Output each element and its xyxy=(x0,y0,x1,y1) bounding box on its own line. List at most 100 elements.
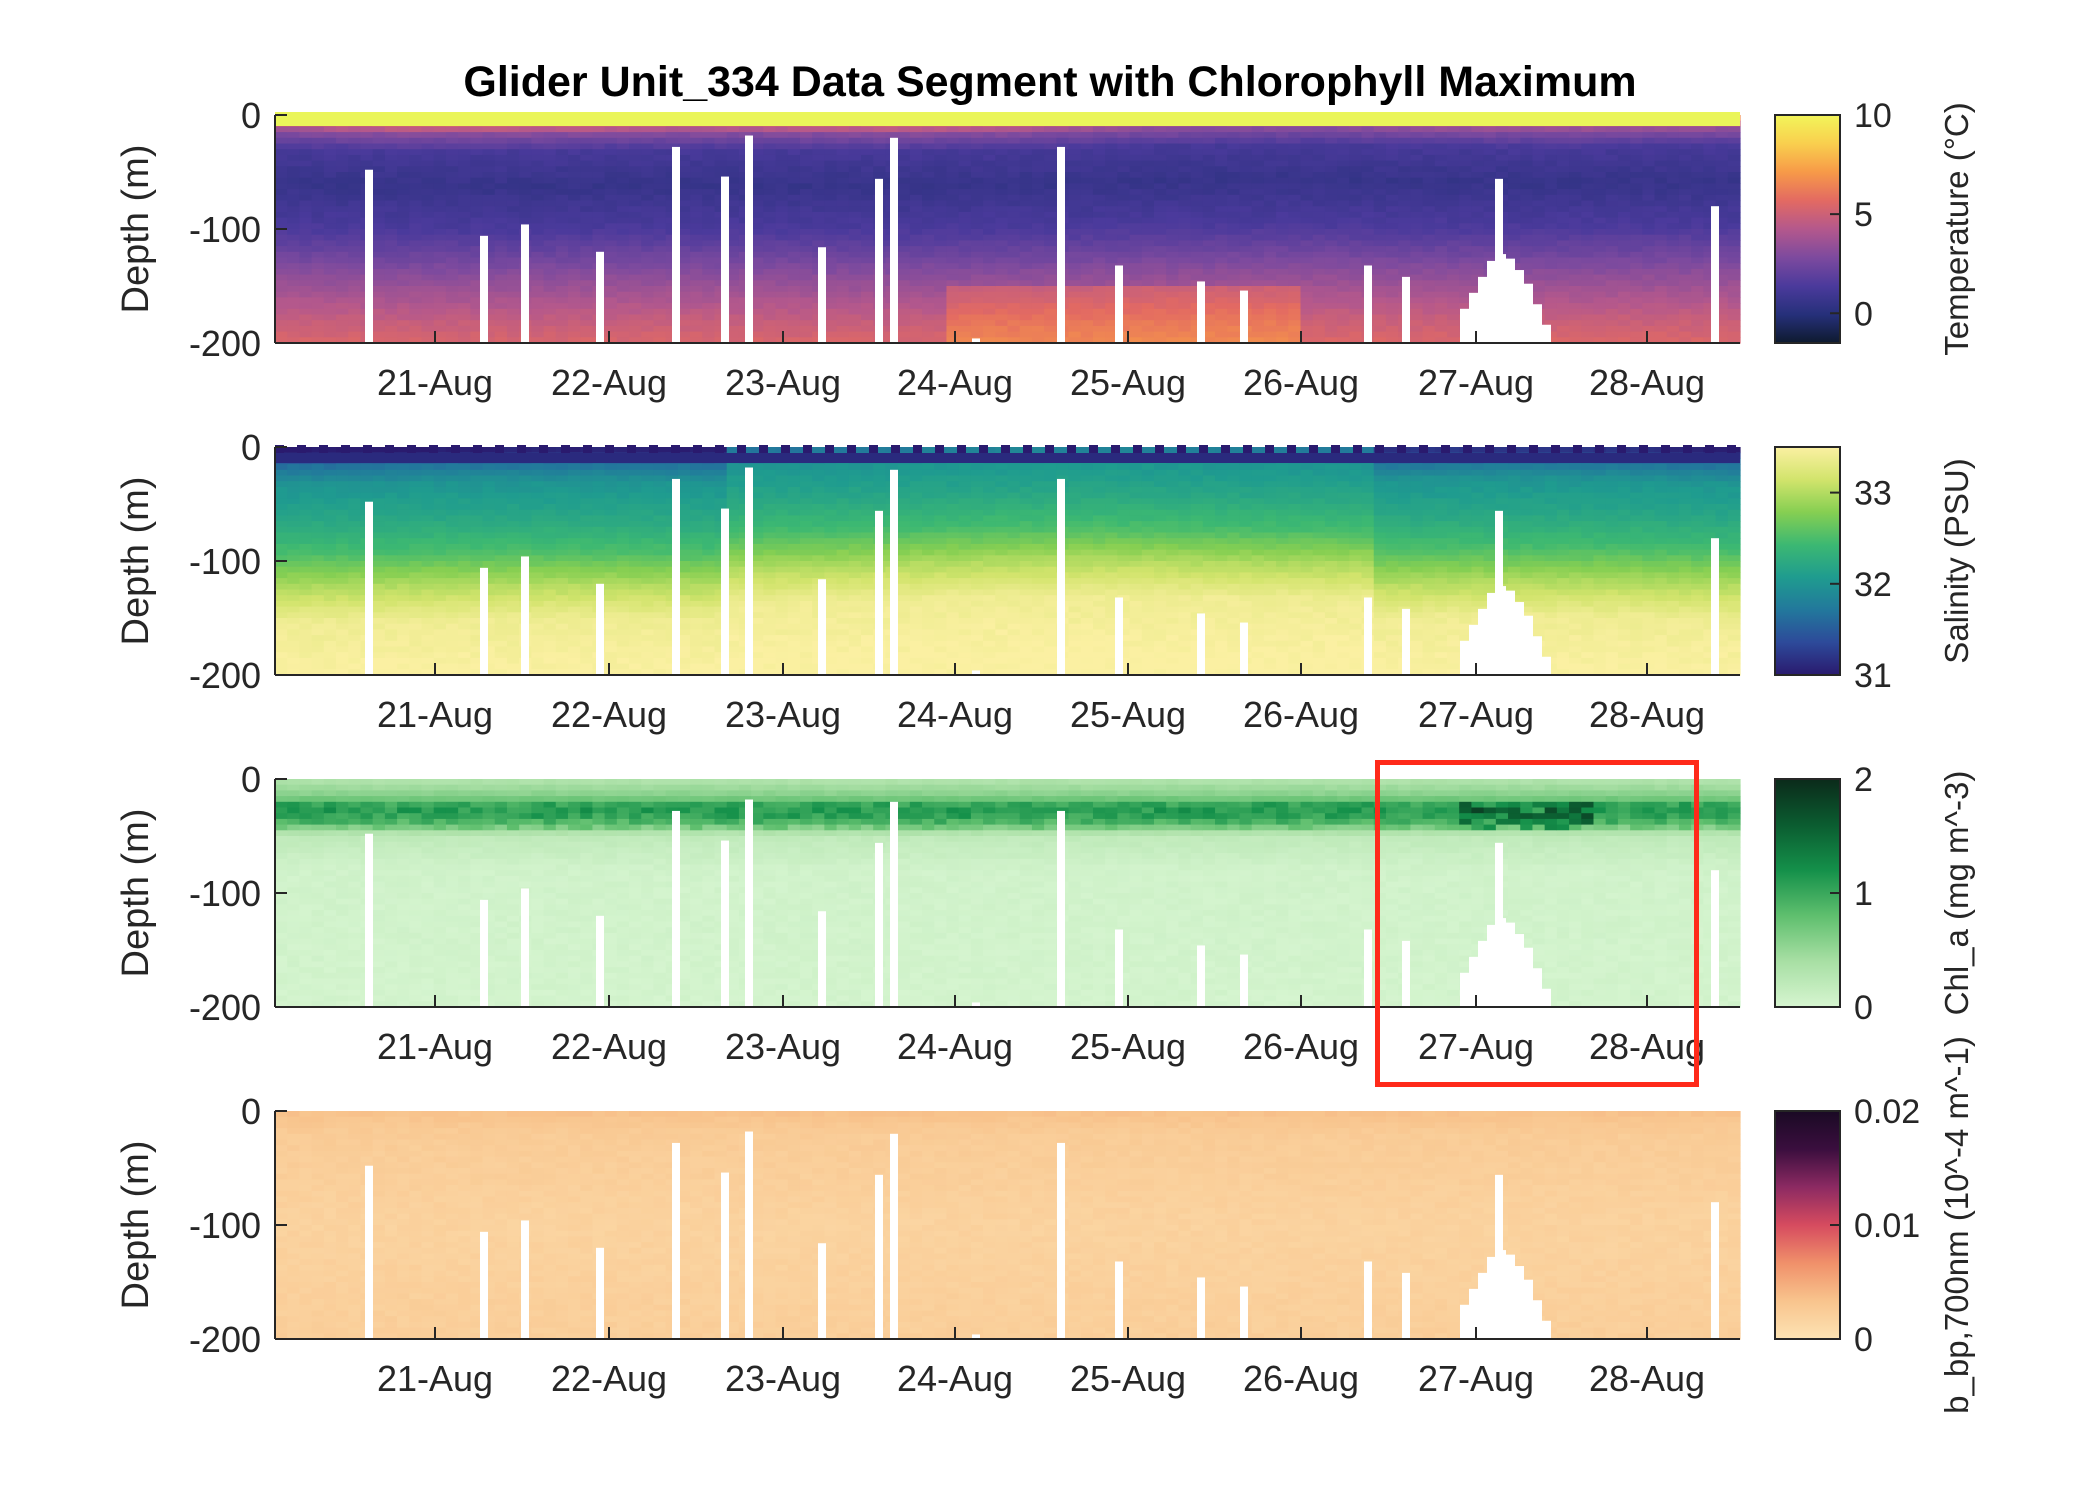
heatmap-cell xyxy=(1423,303,1436,309)
heatmap-cell xyxy=(1618,332,1631,338)
heatmap-cell xyxy=(910,320,923,326)
heatmap-cell xyxy=(434,223,447,229)
heatmap-cell xyxy=(910,132,923,138)
heatmap-cell xyxy=(531,201,544,207)
heatmap-cell xyxy=(1667,218,1680,224)
heatmap-cell xyxy=(568,229,581,235)
heatmap-cell xyxy=(544,155,557,161)
heatmap-cell xyxy=(1069,229,1082,235)
heatmap-cell xyxy=(641,263,654,269)
heatmap-cell xyxy=(922,263,935,269)
heatmap-cell xyxy=(1337,263,1350,269)
heatmap-cell xyxy=(1667,178,1680,184)
heatmap-cell xyxy=(580,297,593,303)
heatmap-cell xyxy=(1142,280,1155,286)
heatmap-cell xyxy=(800,263,813,269)
heatmap-cell xyxy=(995,149,1008,155)
heatmap-cell xyxy=(495,218,508,224)
heatmap-cell xyxy=(1044,144,1057,150)
heatmap-cell xyxy=(1227,229,1240,235)
heatmap-cell xyxy=(458,326,471,332)
heatmap-cell xyxy=(727,138,740,144)
heatmap-cell xyxy=(275,584,288,590)
heatmap-cell xyxy=(1203,183,1216,189)
heatmap-cell xyxy=(531,246,544,252)
heatmap-cell xyxy=(1301,297,1314,303)
heatmap-cell xyxy=(1386,144,1399,150)
heatmap-cell xyxy=(1020,309,1033,315)
heatmap-cell xyxy=(1642,223,1655,229)
heatmap-cell xyxy=(751,144,764,150)
heatmap-cell xyxy=(1203,201,1216,207)
heatmap-cell xyxy=(299,538,312,544)
heatmap-cell xyxy=(1484,161,1497,167)
heatmap-cell xyxy=(1227,206,1240,212)
heatmap-cell xyxy=(1227,201,1240,207)
heatmap-cell xyxy=(1020,195,1033,201)
heatmap-cell xyxy=(1362,149,1375,155)
heatmap-cell xyxy=(1520,252,1533,258)
heatmap-cell xyxy=(1374,263,1387,269)
heatmap-cell xyxy=(959,206,972,212)
heatmap-cell xyxy=(1545,263,1558,269)
heatmap-cell xyxy=(1569,258,1582,264)
heatmap-cell xyxy=(1301,172,1314,178)
heatmap-cell xyxy=(1130,275,1143,281)
heatmap-cell xyxy=(1362,258,1375,264)
heatmap-cell xyxy=(1044,315,1057,321)
heatmap-cell xyxy=(1447,263,1460,269)
heatmap-cell xyxy=(971,161,984,167)
heatmap-cell xyxy=(1325,206,1338,212)
heatmap-cell xyxy=(1398,201,1411,207)
heatmap-cell xyxy=(1349,132,1362,138)
heatmap-cell xyxy=(324,275,337,281)
heatmap-cell xyxy=(1569,189,1582,195)
heatmap-cell xyxy=(531,315,544,321)
heatmap-cell xyxy=(275,572,288,578)
heatmap-cell xyxy=(324,246,337,252)
heatmap-cell xyxy=(1239,195,1252,201)
heatmap-cell xyxy=(1142,144,1155,150)
heatmap-cell xyxy=(1691,297,1704,303)
heatmap-cell xyxy=(1301,149,1314,155)
heatmap-cell xyxy=(776,303,789,309)
heatmap-cell xyxy=(1288,178,1301,184)
heatmap-cell xyxy=(1154,166,1167,172)
heatmap-cell xyxy=(1362,161,1375,167)
heatmap-cell xyxy=(1276,212,1289,218)
heatmap-cell xyxy=(1337,126,1350,132)
heatmap-cell xyxy=(934,172,947,178)
heatmap-cell xyxy=(1239,263,1252,269)
heatmap-cell xyxy=(971,269,984,275)
heatmap-cell xyxy=(1374,275,1387,281)
heatmap-cell xyxy=(470,178,483,184)
heatmap-cell xyxy=(1447,189,1460,195)
heatmap-cell xyxy=(348,138,361,144)
heatmap-cell xyxy=(580,206,593,212)
heatmap-cell xyxy=(1374,126,1387,132)
heatmap-cell xyxy=(934,258,947,264)
heatmap-cell xyxy=(1337,132,1350,138)
heatmap-cell xyxy=(1032,275,1045,281)
heatmap-cell xyxy=(971,178,984,184)
heatmap-cell xyxy=(1447,161,1460,167)
heatmap-cell xyxy=(898,297,911,303)
heatmap-cell xyxy=(702,195,715,201)
heatmap-cell xyxy=(971,212,984,218)
heatmap-cell xyxy=(446,218,459,224)
heatmap-cell xyxy=(1349,229,1362,235)
data-gap xyxy=(721,177,729,343)
heatmap-cell xyxy=(1301,178,1314,184)
heatmap-cell xyxy=(422,309,435,315)
heatmap-cell xyxy=(556,326,569,332)
heatmap-cell xyxy=(1569,195,1582,201)
heatmap-cell xyxy=(1423,315,1436,321)
heatmap-cell xyxy=(1569,166,1582,172)
heatmap-cell xyxy=(629,189,642,195)
heatmap-cell xyxy=(690,309,703,315)
heatmap-cell xyxy=(751,166,764,172)
heatmap-cell xyxy=(495,178,508,184)
heatmap-cell xyxy=(763,263,776,269)
heatmap-cell xyxy=(385,286,398,292)
heatmap-cell xyxy=(385,309,398,315)
